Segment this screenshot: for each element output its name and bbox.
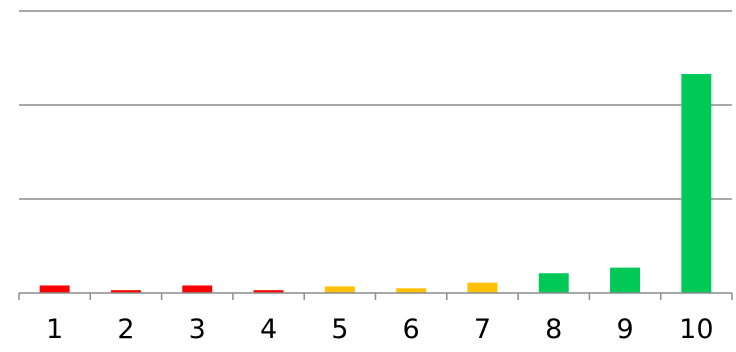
bar-3 (182, 285, 213, 293)
x-tick-label-9: 9 (616, 314, 633, 345)
x-tick-label-5: 5 (331, 314, 348, 345)
bar-2 (110, 290, 141, 293)
bar-4 (253, 290, 284, 293)
x-tick-label-8: 8 (545, 314, 562, 345)
bars (39, 73, 712, 293)
x-tick-label-4: 4 (260, 314, 277, 345)
bar-7 (467, 282, 498, 293)
x-tick-labels: 1 2 3 4 5 6 7 8 9 10 (46, 314, 713, 345)
bar-10 (681, 73, 712, 293)
x-tick-label-3: 3 (189, 314, 206, 345)
x-axis (18, 292, 733, 300)
x-tick-label-10: 10 (679, 314, 713, 345)
x-tick-label-7: 7 (474, 314, 491, 345)
x-tick-label-6: 6 (403, 314, 420, 345)
x-tick-label-1: 1 (46, 314, 63, 345)
bar-9 (610, 267, 641, 293)
bar-5 (324, 286, 355, 293)
gridlines (19, 10, 732, 200)
x-tick-label-2: 2 (117, 314, 134, 345)
bar-1 (39, 285, 70, 293)
bar-8 (538, 273, 569, 293)
bar-6 (396, 288, 427, 293)
